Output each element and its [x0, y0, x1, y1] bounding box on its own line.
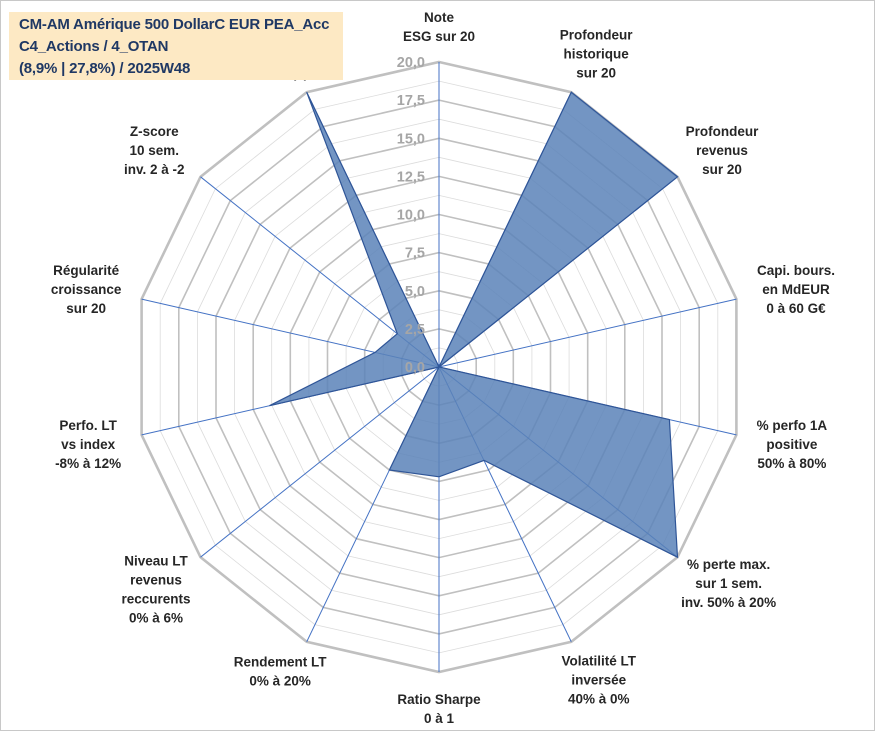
axis-label-line: Profondeur [686, 124, 759, 139]
axis-label-line: 0% à 6% [129, 611, 183, 626]
axis-label-line: Profondeur [560, 27, 633, 42]
axis-label-line: ESG sur 20 [403, 29, 475, 44]
axis-label-line: % perfo 1A [757, 418, 828, 433]
chart-title-category: C4_Actions / 4_OTAN [19, 38, 169, 55]
axis-label: Capi. bours. en MdEUR 0 à 60 G€ [757, 263, 835, 316]
axis-label: Régularité croissance sur 20 [51, 263, 122, 316]
axis-label: Profondeur revenus sur 20 [686, 124, 759, 177]
tick-label: 0,0 [405, 360, 425, 376]
radar-spoke [200, 366, 440, 558]
chart-title-fund-name: CM-AM Amérique 500 DollarC EUR PEA_Acc [19, 16, 330, 33]
axis-label-line: inv. 2 à -2 [124, 162, 185, 177]
tick-label: 15,0 [397, 131, 425, 147]
radar-spoke [438, 298, 737, 368]
axis-label: Note ESG sur 20 [403, 10, 475, 44]
axis-label-line: Rendement LT [234, 655, 328, 670]
axis-label: Profondeur historique sur 20 [560, 27, 633, 80]
axis-label-line: 0 à 1 [424, 711, 455, 726]
radar-axis-labels: Note ESG sur 20 Profondeur historique sur 20… [51, 10, 835, 726]
axis-label-line: revenus [130, 573, 182, 588]
chart-title-box: CM-AM Amérique 500 DollarC EUR PEA_Acc C… [9, 12, 343, 80]
tick-label: 2,5 [405, 322, 425, 338]
axis-label-line: -8% à 12% [55, 456, 121, 471]
axis-label-line: Volatilité LT [562, 654, 637, 669]
axis-label-line: sur 20 [66, 301, 106, 316]
axis-label: % perfo 1A positive 50% à 80% [757, 418, 828, 471]
axis-label-line: Ratio Sharpe [397, 692, 481, 707]
axis-label: Ratio Sharpe 0 à 1 [397, 692, 481, 726]
axis-label-line: Z-score [130, 124, 179, 139]
axis-label-line: sur 20 [702, 162, 742, 177]
axis-label-line: vs index [61, 437, 116, 452]
axis-label-line: revenus [696, 143, 748, 158]
tick-label: 5,0 [405, 284, 425, 300]
axis-label: Z-score 10 sem. inv. 2 à -2 [124, 124, 185, 177]
tick-label: 20,0 [397, 55, 425, 71]
axis-label-line: positive [766, 437, 818, 452]
axis-label-line: croissance [51, 282, 122, 297]
tick-label: 10,0 [397, 208, 425, 224]
tick-label: 17,5 [397, 93, 425, 109]
chart-title-stats: (8,9% | 27,8%) / 2025W48 [19, 60, 191, 77]
axis-label-line: 0% à 20% [249, 674, 311, 689]
axis-label-line: reccurents [121, 592, 190, 607]
axis-label: Volatilité LT inversée 40% à 0% [562, 654, 637, 707]
axis-label: Niveau LT revenus reccurents 0% à 6% [121, 554, 190, 626]
axis-label-line: Perfo. LT [59, 418, 117, 433]
axis-label-line: Régularité [53, 263, 120, 278]
axis-label-line: Capi. bours. [757, 263, 835, 278]
axis-label-line: 50% à 80% [757, 456, 826, 471]
tick-label: 7,5 [405, 246, 425, 262]
axis-label-line: 0 à 60 G€ [766, 301, 826, 316]
axis-label: Rendement LT 0% à 20% [234, 655, 328, 689]
axis-label: Perfo. LT vs index -8% à 12% [55, 418, 121, 471]
axis-label-line: historique [563, 46, 629, 61]
axis-label-line: sur 1 sem. [695, 576, 762, 591]
axis-label-line: Note [424, 10, 454, 25]
tick-label: 12,5 [397, 169, 425, 185]
axis-label-line: % perte max. [687, 557, 770, 572]
axis-label-line: Niveau LT [124, 554, 188, 569]
axis-label-line: inv. 50% à 20% [681, 595, 776, 610]
axis-label-line: 40% à 0% [568, 692, 630, 707]
radar-series-area [269, 91, 679, 559]
axis-label-line: sur 20 [576, 65, 616, 80]
axis-label-line: en MdEUR [762, 282, 830, 297]
axis-label-line: inversée [571, 673, 626, 688]
radar-series [269, 91, 679, 559]
radar-tick-labels: 0,0 2,5 5,0 7,5 10,0 12,5 15,0 17,5 20,0 [397, 55, 425, 376]
axis-label: % perte max. sur 1 sem. inv. 50% à 20% [681, 557, 776, 610]
axis-label-line: 10 sem. [130, 143, 180, 158]
